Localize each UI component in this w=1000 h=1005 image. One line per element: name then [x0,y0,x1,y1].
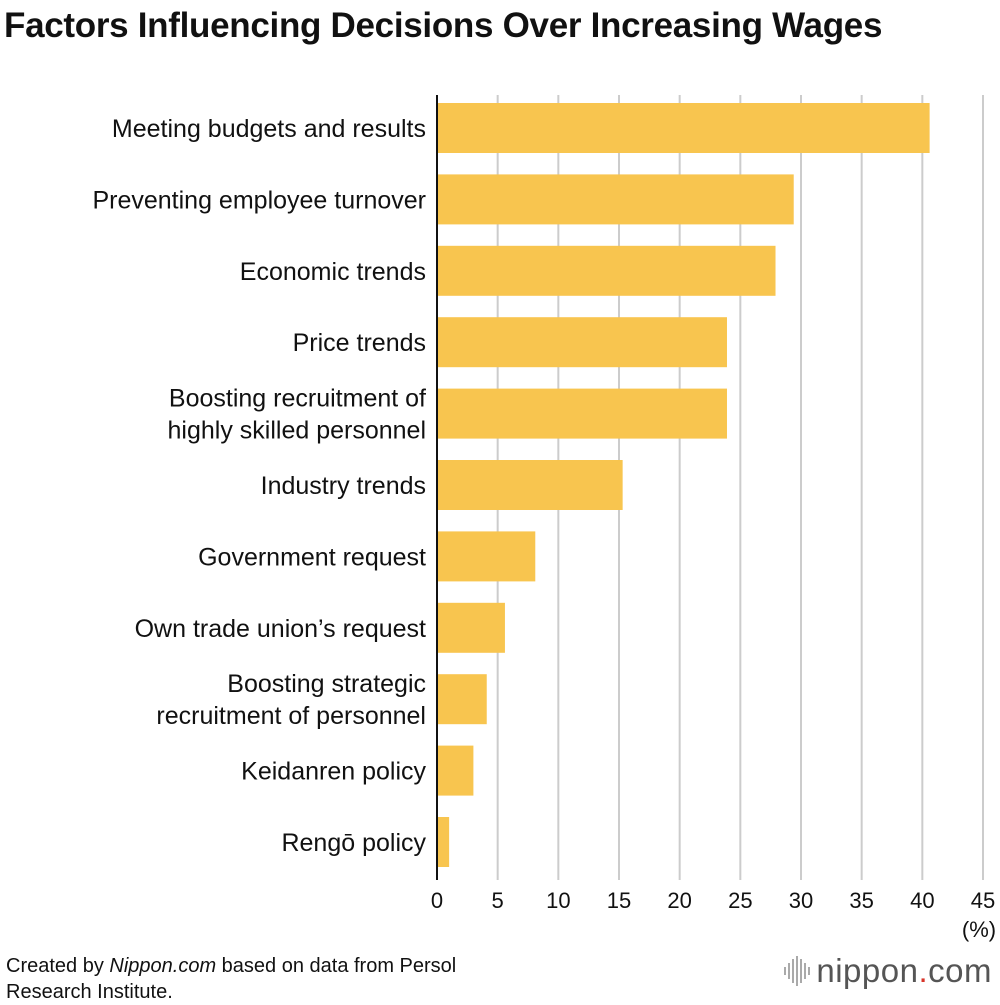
x-tick-label: 15 [607,888,631,913]
bars [438,103,930,867]
category-label: Industry trends [261,472,426,500]
x-tick-label: 25 [728,888,752,913]
x-tick-label: 10 [546,888,570,913]
logo-dot: . [918,952,929,989]
nippon-logo: nippon. com [784,952,992,990]
bar [438,531,536,582]
logo-suffix: com [928,952,992,989]
category-label: Preventing employee turnover [92,186,426,214]
bar [438,817,450,867]
x-tick-label: 20 [667,888,691,913]
category-label: Rengō policy [281,829,426,857]
category-label: Boosting recruitment of highly skilled pe… [168,385,427,445]
category-label: Keidanren policy [241,758,426,786]
category-label: Price trends [293,329,426,357]
bar [438,317,727,368]
bar [438,745,474,796]
sound-wave-icon [784,956,811,986]
x-tick-label: 5 [492,888,504,913]
chart-title: Factors Influencing Decisions Over Incre… [4,6,883,45]
x-tick-label: 0 [431,888,443,913]
category-label: Meeting budgets and results [112,115,426,143]
category-label: Economic trends [240,258,426,286]
x-tick-label: 35 [849,888,873,913]
bar [438,388,727,439]
source-line1-rest: based on data from Persol [216,955,457,977]
x-tick-label: 30 [789,888,813,913]
source-site: Nippon.com [109,955,217,977]
x-tick-labels: 0 5 10 15 20 25 30 35 40 45 [431,888,995,913]
bar [438,602,505,653]
x-tick-label: 45 [971,888,995,913]
category-label: Own trade union’s request [135,615,426,643]
bar [438,245,776,296]
source-prefix: Created by [6,955,110,977]
bar [438,103,930,153]
source-note: Created by Nippon.com based on data from… [6,953,456,1005]
bar [438,674,487,725]
bar [438,460,623,510]
category-label: Government request [198,543,426,571]
category-label: Boosting strategic recruitment of personn… [156,670,426,730]
logo-name: nippon [816,952,919,989]
x-unit-label: (%) [962,917,996,942]
x-tick-label: 40 [910,888,934,913]
source-line2: Research Institute. [6,981,173,1003]
bar-chart: Meeting budgets and results Preventing em… [92,95,996,942]
bar [438,174,794,225]
category-labels: Meeting budgets and results Preventing em… [92,115,426,857]
